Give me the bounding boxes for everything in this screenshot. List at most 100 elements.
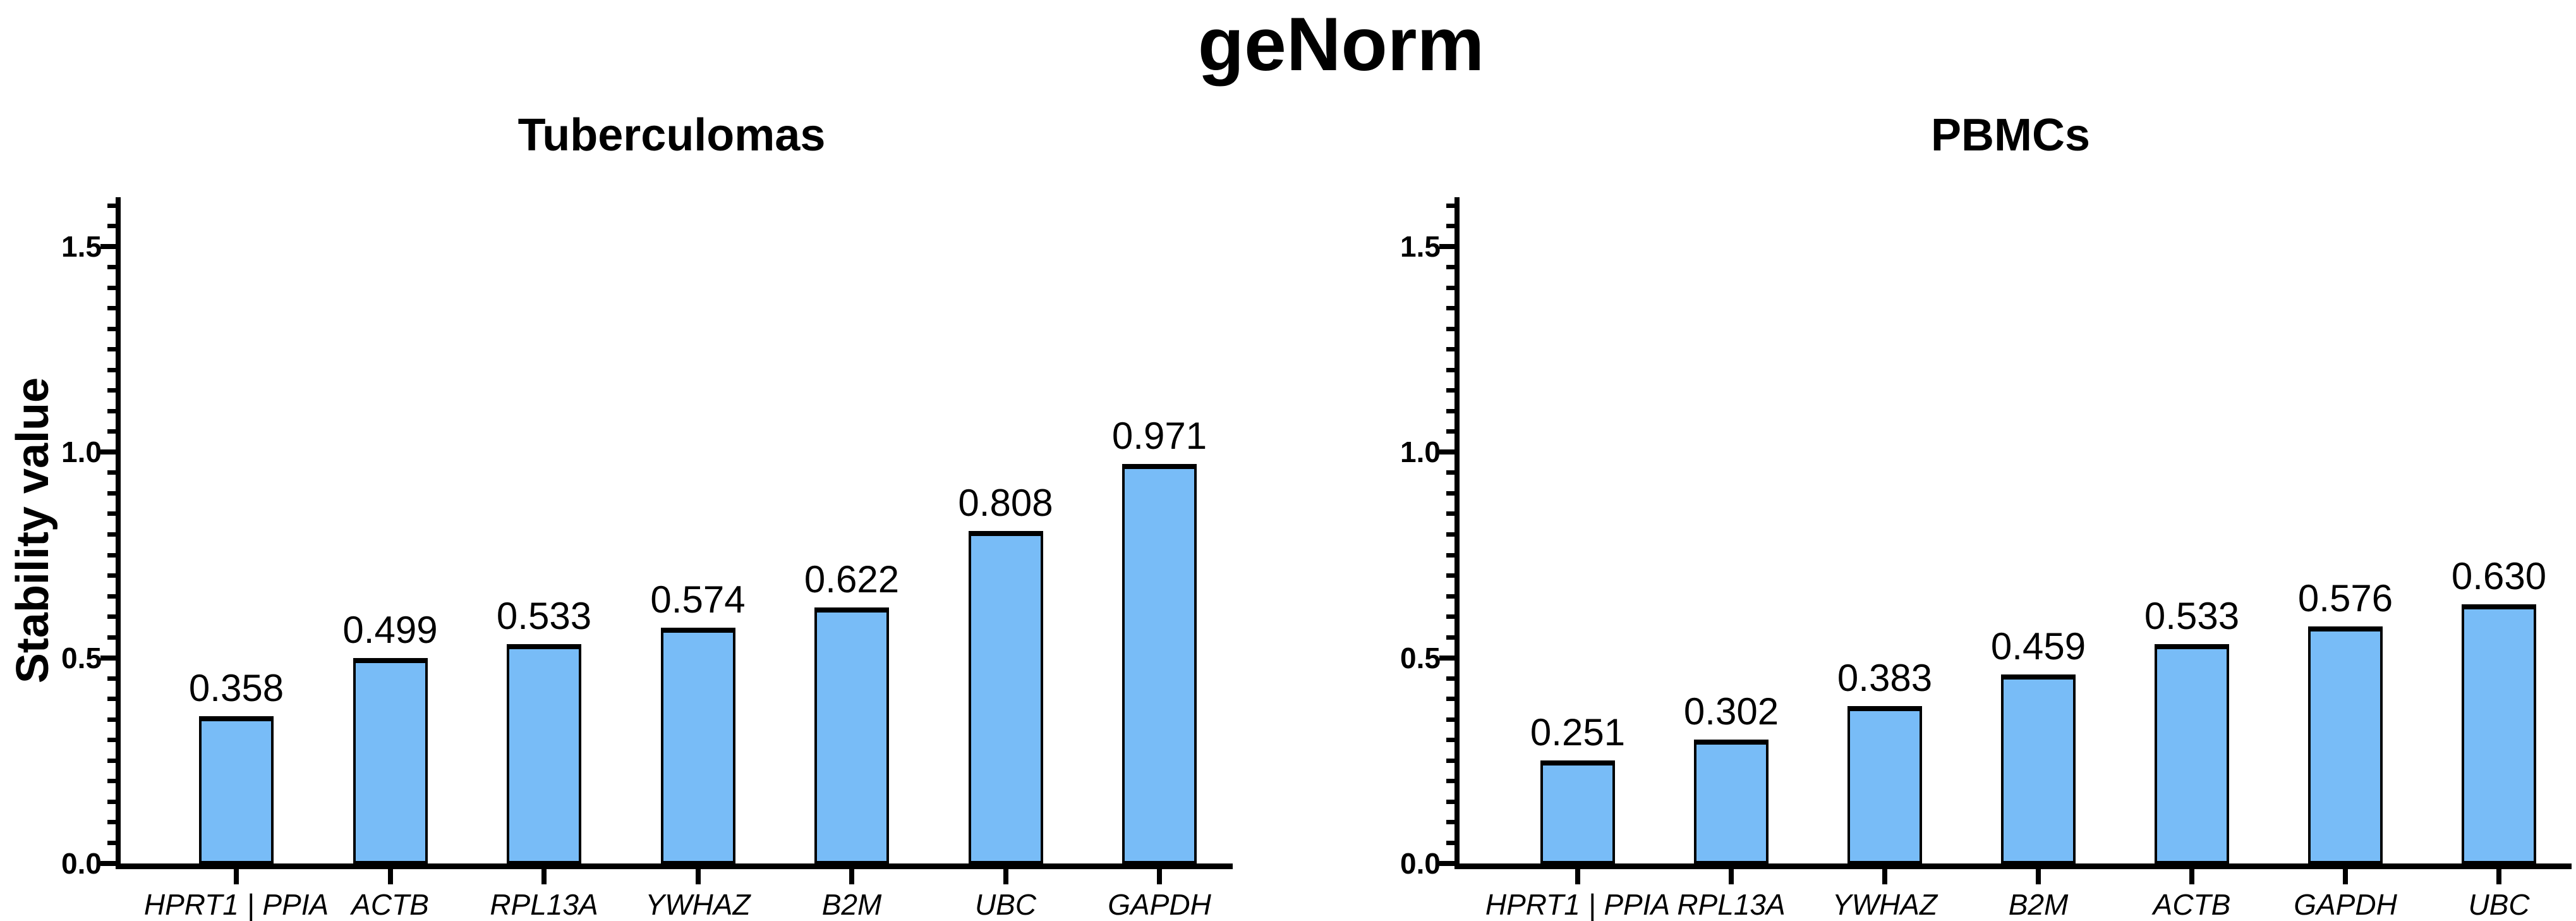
y-major-tick xyxy=(1439,861,1454,866)
y-minor-tick xyxy=(1446,738,1454,743)
x-tick-label: GAPDH xyxy=(1108,888,1211,921)
y-minor-tick xyxy=(107,347,116,352)
x-tick-label: RPL13A xyxy=(490,888,598,921)
bar-value-label: 0.499 xyxy=(342,609,438,652)
y-minor-tick xyxy=(107,408,116,413)
bar-ubc xyxy=(968,531,1043,863)
x-tick-label: YWHAZ xyxy=(645,888,751,921)
y-minor-tick xyxy=(107,676,116,681)
y-minor-tick xyxy=(1446,676,1454,681)
x-category-tick xyxy=(2036,869,2041,884)
x-category-tick xyxy=(1729,869,1734,884)
bar-value-label: 0.251 xyxy=(1530,711,1626,753)
y-tick-label: 1.5 xyxy=(1400,230,1441,264)
bar-b2m xyxy=(2001,674,2076,863)
y-minor-tick xyxy=(107,429,116,434)
chart-title-tuberculomas: Tuberculomas xyxy=(517,110,826,161)
y-minor-tick xyxy=(107,779,116,784)
y-minor-tick xyxy=(1446,265,1454,270)
y-minor-tick xyxy=(1446,224,1454,229)
bar-value-label: 0.302 xyxy=(1683,690,1779,733)
y-tick-label: 1.0 xyxy=(1400,436,1441,469)
y-minor-tick xyxy=(107,367,116,372)
y-minor-tick xyxy=(107,285,116,290)
y-minor-tick xyxy=(107,614,116,619)
y-minor-tick xyxy=(107,635,116,640)
y-minor-tick xyxy=(107,203,116,208)
x-category-tick xyxy=(234,869,239,884)
y-minor-tick xyxy=(107,738,116,743)
y-major-tick xyxy=(100,449,116,455)
y-minor-tick xyxy=(1446,285,1454,290)
y-minor-tick xyxy=(107,758,116,763)
bar-value-label: 0.576 xyxy=(2297,577,2393,620)
bar-value-label: 0.630 xyxy=(2451,555,2547,598)
x-category-tick xyxy=(1882,869,1887,884)
bar-value-label: 0.574 xyxy=(650,578,746,621)
x-tick-label: ACTB xyxy=(2153,888,2231,921)
y-tick-label: 1.5 xyxy=(61,230,102,264)
y-minor-tick xyxy=(107,799,116,804)
y-major-tick xyxy=(1439,449,1454,455)
x-category-tick xyxy=(1575,869,1580,884)
x-category-tick xyxy=(695,869,701,884)
y-minor-tick xyxy=(1446,820,1454,825)
bar-rpl13a xyxy=(1694,739,1769,863)
x-tick-label: B2M xyxy=(2008,888,2069,921)
y-minor-tick xyxy=(1446,758,1454,763)
y-minor-tick xyxy=(1446,635,1454,640)
y-minor-tick xyxy=(107,491,116,496)
y-major-tick xyxy=(100,655,116,661)
y-axis-title: Stability value xyxy=(8,377,58,684)
y-minor-tick xyxy=(107,552,116,558)
bar-value-label: 0.808 xyxy=(958,482,1053,525)
bar-ywhaz xyxy=(660,627,735,863)
bar-value-label: 0.971 xyxy=(1111,415,1207,458)
x-tick-label: RPL13A xyxy=(1677,888,1786,921)
y-minor-tick xyxy=(107,470,116,475)
y-minor-tick xyxy=(107,840,116,845)
bar-value-label: 0.358 xyxy=(188,667,284,710)
y-minor-tick xyxy=(1446,552,1454,558)
x-tick-label: ACTB xyxy=(351,888,429,921)
bar-actb xyxy=(2155,644,2229,863)
y-minor-tick xyxy=(1446,429,1454,434)
plot-area-pbmcs: 0.0 0.5 1.0 1.5 0.251 HPRT1 | PPIA 0.302 RPL13A… xyxy=(1400,197,2572,919)
bar-gapdh xyxy=(1122,464,1197,863)
x-tick-label: UBC xyxy=(2468,888,2530,921)
bar-value-label: 0.383 xyxy=(1837,656,1933,699)
y-minor-tick xyxy=(107,594,116,599)
y-minor-tick xyxy=(107,717,116,722)
bar-gapdh xyxy=(2308,626,2383,863)
y-minor-tick xyxy=(107,306,116,311)
bar-ubc xyxy=(2462,604,2536,863)
x-tick-label: B2M xyxy=(821,888,882,921)
bar-value-label: 0.622 xyxy=(804,558,900,601)
y-tick-label: 0.5 xyxy=(1400,641,1441,674)
y-minor-tick xyxy=(107,511,116,516)
bar-b2m xyxy=(814,607,889,863)
x-tick-label: HPRT1 | PPIA xyxy=(1485,888,1671,921)
y-minor-tick xyxy=(107,265,116,270)
y-tick-label: 0.0 xyxy=(61,847,102,880)
y-minor-tick xyxy=(1446,840,1454,845)
x-category-tick xyxy=(387,869,393,884)
bar-hprt1-ppia xyxy=(199,716,274,863)
x-category-tick xyxy=(1157,869,1162,884)
y-minor-tick xyxy=(1446,491,1454,496)
bar-ywhaz xyxy=(1847,705,1922,863)
y-minor-tick xyxy=(1446,799,1454,804)
y-minor-tick xyxy=(107,820,116,825)
y-minor-tick xyxy=(1446,326,1454,331)
chart-title-pbmcs: PBMCs xyxy=(1930,110,2091,161)
y-minor-tick xyxy=(107,224,116,229)
x-category-tick xyxy=(2189,869,2194,884)
bar-actb xyxy=(353,658,428,863)
y-minor-tick xyxy=(1446,717,1454,722)
x-tick-label: HPRT1 | PPIA xyxy=(143,888,329,921)
x-category-tick xyxy=(2343,869,2348,884)
bar-rpl13a xyxy=(507,644,581,863)
bar-value-label: 0.533 xyxy=(496,595,592,638)
x-tick-label: UBC xyxy=(974,888,1037,921)
y-tick-label: 0.0 xyxy=(1400,847,1441,880)
